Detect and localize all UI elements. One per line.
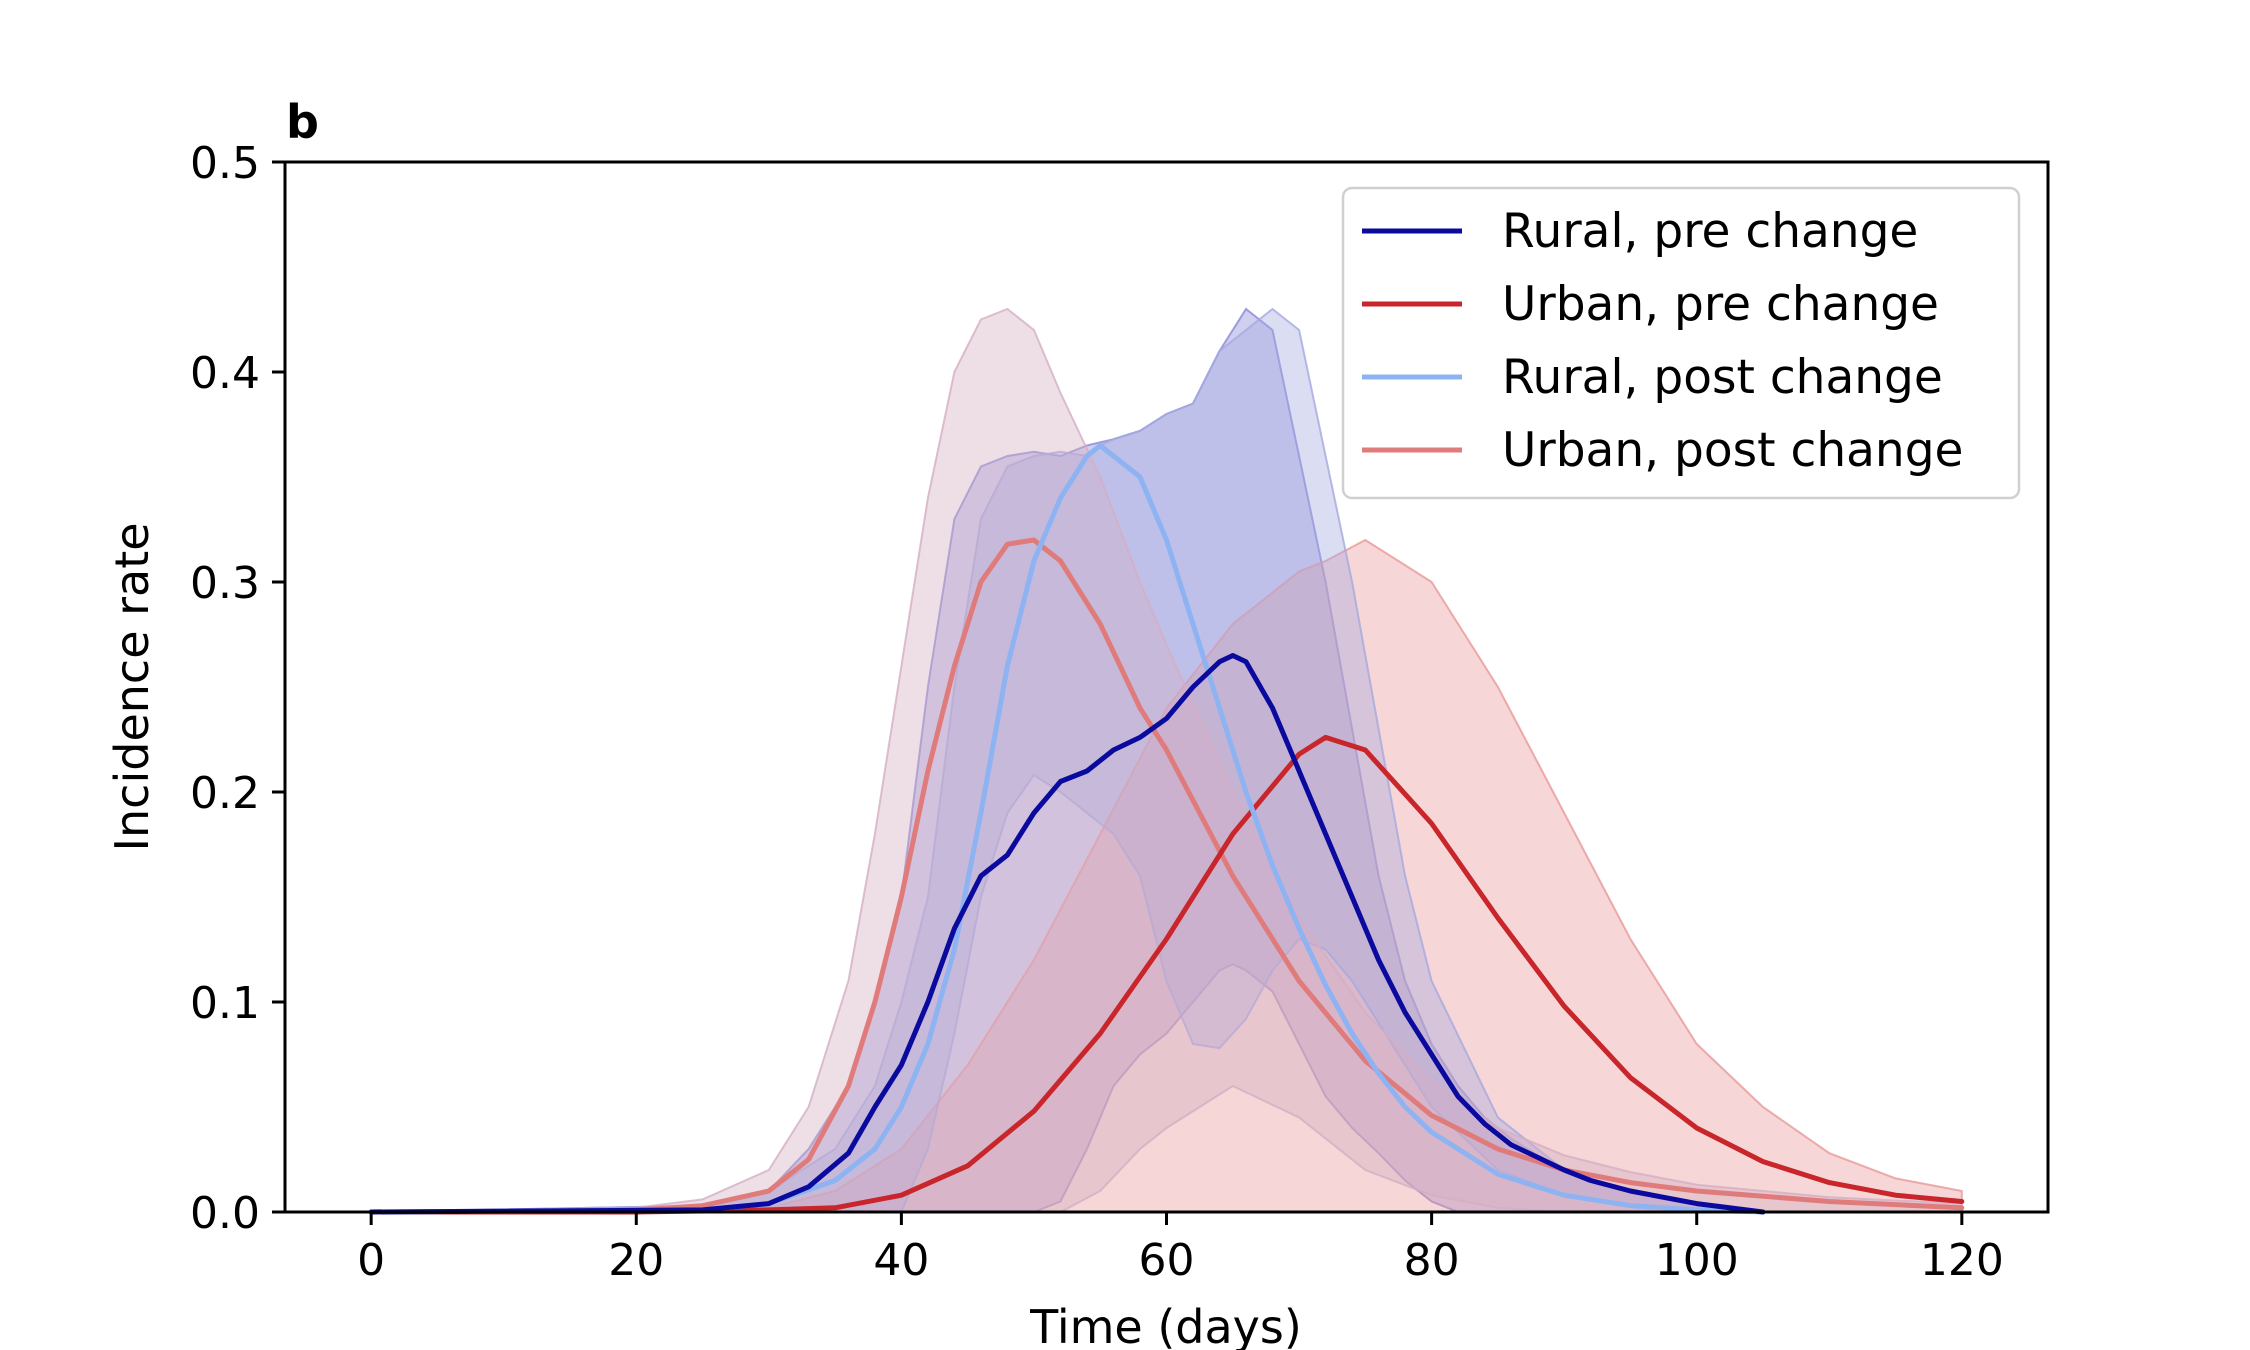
y-tick-label: 0.3	[190, 558, 260, 609]
x-tick-label: 40	[873, 1235, 929, 1286]
y-tick-label: 0.2	[190, 768, 260, 819]
y-tick-label: 0.0	[190, 1188, 260, 1239]
legend-label-urban-pre-change: Urban, pre change	[1502, 277, 1939, 332]
x-tick-label: 100	[1655, 1235, 1739, 1286]
y-tick-label: 0.5	[190, 138, 260, 189]
x-tick-label: 120	[1920, 1235, 2004, 1286]
x-tick-label: 0	[357, 1235, 385, 1286]
line-urban-pre-change	[368, 734, 1965, 1215]
legend-label-rural-pre-change: Rural, pre change	[1502, 204, 1918, 259]
x-tick-label: 60	[1139, 1235, 1195, 1286]
y-axis-title: Incidence rate	[105, 522, 159, 851]
legend: Rural, pre change Urban, pre change Rural,…	[1341, 186, 2021, 500]
panel-label: b	[286, 95, 319, 149]
line-rural-post-change	[368, 443, 1766, 1215]
y-axis-ticks: 0.0 0.1 0.2 0.3 0.4 0.5	[190, 138, 285, 1239]
x-axis-title: Time (days)	[1029, 1300, 1302, 1350]
line-rural-pre-change	[368, 653, 1766, 1215]
x-tick-label: 80	[1404, 1235, 1460, 1286]
y-tick-label: 0.4	[190, 348, 260, 399]
y-tick-label: 0.1	[190, 978, 260, 1029]
series-lines	[368, 443, 1965, 1215]
legend-label-rural-post-change: Rural, post change	[1502, 350, 1943, 405]
legend-label-urban-post-change: Urban, post change	[1502, 423, 1963, 478]
x-tick-label: 20	[608, 1235, 664, 1286]
legend-box	[1341, 186, 2021, 500]
line-urban-post-change	[368, 537, 1965, 1215]
x-axis-ticks: 0 20 40 60 80 100 120	[357, 1212, 2004, 1286]
